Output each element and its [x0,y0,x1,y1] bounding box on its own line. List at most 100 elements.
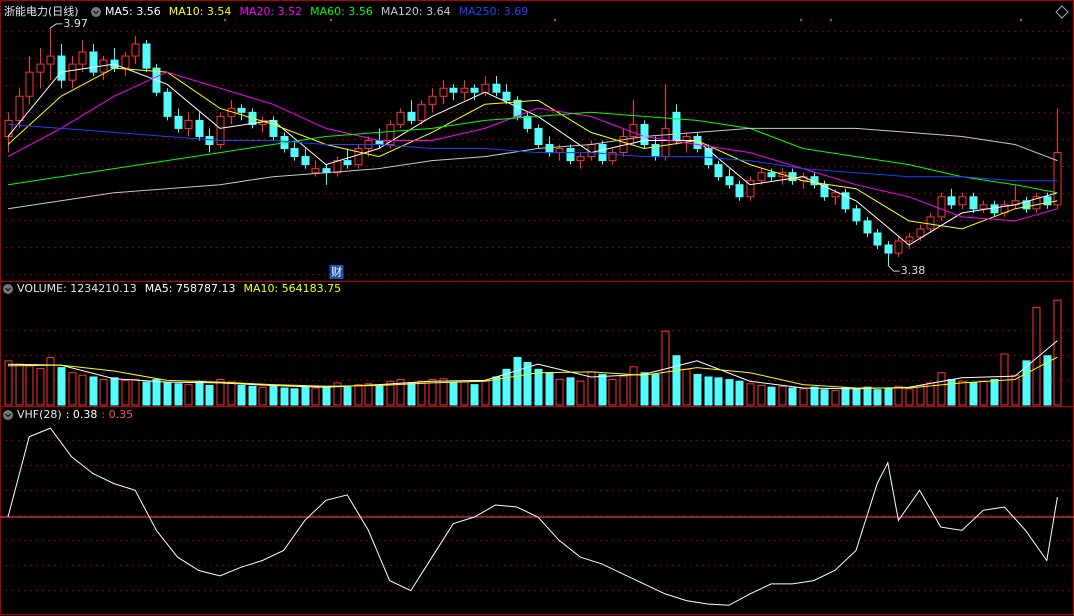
volume-bar [990,379,999,406]
volume-bar [142,381,151,406]
volume-bar [396,379,405,406]
volume-bar [174,383,183,406]
candle-body [937,196,946,218]
ma-line [7,127,1058,210]
volume-bar [979,380,988,406]
menu-icon [3,284,13,294]
legend-label: MA5: 3.56 [105,5,161,18]
menu-diamond[interactable] [1055,5,1069,19]
candle-body [831,192,840,198]
volume-bar [608,379,617,406]
candle-body [1043,196,1052,206]
volume-bar [598,373,607,406]
volume-bar [799,388,808,406]
volume-bar [470,384,479,406]
volume-bar [322,385,331,406]
volume-bar [386,380,395,406]
candle-body [555,148,564,154]
candle-body [396,111,405,125]
volume-bar [672,355,681,406]
volume-bar [375,385,384,406]
volume-bar [184,384,193,406]
volume-bar [46,356,55,406]
volume-bar [311,387,320,406]
candle-body [78,51,87,65]
event-dots [224,19,1022,21]
volume-bar [89,376,98,406]
volume-bar [195,380,204,406]
legend-label: MA250: 3.69 [459,5,529,18]
chart-title: 浙能电力(日线) [4,4,79,18]
ma-line [7,67,1058,230]
volume-bar [25,365,34,406]
volume-bar [958,380,967,406]
candle-body [46,55,55,65]
legend-label: MA120: 3.64 [381,5,451,18]
volume-bar [640,372,649,406]
indicator-line [7,427,1058,606]
menu-icon-arrow [5,413,11,418]
candle-body [184,119,193,129]
volume-bar [364,383,373,406]
volume-bar [629,366,638,406]
volume-bar [852,388,861,406]
candle-body [704,148,713,166]
candle-body [905,236,914,242]
candle-body [216,115,225,146]
candle-body [460,87,469,93]
volume-bar [131,379,140,406]
candle-body [301,156,310,166]
candle-body [534,127,543,146]
candle-body [449,87,458,93]
menu-icon-arrow [93,10,99,15]
candle-body [311,168,320,174]
candle-body [735,184,744,198]
volume-bar [820,389,829,406]
volume-ma-line [7,356,1058,389]
event-badge [329,265,344,279]
candle-body [333,160,342,174]
volume-bar [831,390,840,406]
candle-body [587,144,596,158]
volume-bar [1043,355,1052,406]
volume-bar [1053,299,1062,406]
volume-bar [693,373,702,406]
candle-body [481,83,490,93]
volume-bar [15,363,24,406]
volume-bar [545,372,554,406]
volume-bar [460,381,469,406]
volume-bar [735,380,744,406]
candle-body [916,228,925,238]
annotation-leader [50,23,63,29]
candle-body [523,115,532,129]
menu-icon [91,7,101,17]
candle-body [990,204,999,214]
ma-line [7,71,1058,222]
candle-body [576,156,585,162]
candle-body [884,244,893,254]
volume-bar [269,385,278,406]
legend-label: MA5: 758787.13 [145,282,236,295]
volume-bar [258,386,267,406]
volume-bar [280,387,289,406]
candle-body [121,55,130,69]
event-dot [1020,19,1022,21]
candle-body [958,196,967,206]
volume-bar [884,387,893,406]
volume-bar [566,377,575,406]
volume-bar [937,372,946,406]
volume-ma-line [7,340,1058,390]
candle-body [661,127,670,158]
candle-body [439,87,448,97]
candle-body [947,196,956,206]
candle-body [343,160,352,166]
volume-bar [651,373,660,406]
candle-body [863,220,872,234]
volume-bar [555,379,564,406]
candle-body [36,63,45,73]
volume-bar [227,381,236,406]
candle-body [725,176,734,186]
candle-body [1053,152,1062,206]
candle-body [15,95,24,121]
volume-bar [110,377,119,406]
